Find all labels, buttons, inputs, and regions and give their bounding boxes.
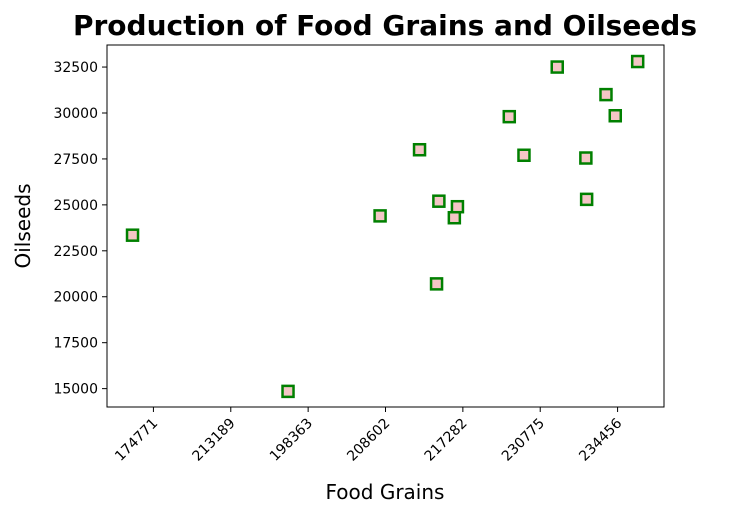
data-point [432,194,446,208]
x-tick-label: 198363 [267,416,316,465]
data-point [412,142,427,157]
data-points [125,54,645,399]
y-axis: 15000 17500 20000 22500 25000 27500 30000 32500 [53,60,107,398]
x-tick-label: 217282 [422,416,471,465]
y-tick-label: 17500 [53,336,98,352]
y-tick-label: 27500 [53,152,98,168]
data-point [630,54,645,69]
x-axis: 174771 213189 198363 208602 217282 230775 2344… [112,407,625,465]
data-point [550,60,564,74]
y-tick-label: 20000 [53,290,98,306]
y-tick-label: 15000 [53,382,98,398]
data-point [579,192,594,207]
x-tick-label: 234456 [576,415,625,464]
x-tick-label: 208602 [344,416,393,465]
x-tick-label: 230775 [499,416,548,465]
data-point [608,108,623,123]
data-point [447,210,462,225]
y-axis-label: Oilseeds [11,184,35,269]
y-tick-label: 22500 [53,244,98,260]
plot-frame [106,44,665,408]
data-point [450,199,465,214]
data-point [373,209,387,223]
x-tick-label: 174771 [112,416,161,465]
data-point [502,109,517,124]
x-axis-label: Food Grains [326,480,445,504]
data-point [579,151,593,165]
y-tick-label: 30000 [53,106,98,122]
y-tick-label: 32500 [53,60,98,76]
x-tick-label: 213189 [189,416,238,465]
data-point [517,148,531,163]
data-point [599,87,613,102]
y-tick-label: 25000 [53,198,98,214]
data-point [429,277,444,291]
chart-title: Production of Food Grains and Oilseeds [73,9,697,42]
data-point [281,384,295,399]
data-point [125,228,140,242]
